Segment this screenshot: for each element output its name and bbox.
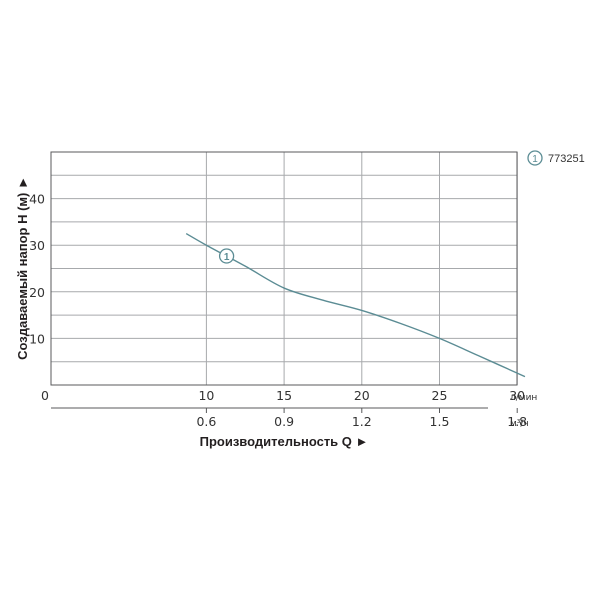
x-tick-label: 25 [432, 388, 448, 403]
grid [51, 152, 518, 385]
y-axis: 10 20 30 40 [29, 192, 45, 347]
y-tick-label: 20 [29, 285, 45, 300]
x-unit-primary: л/мин [510, 393, 537, 403]
x-tick-label: 10 [198, 388, 214, 403]
x-axis-primary: 0 10 15 20 25 30 [41, 388, 525, 403]
y-tick-label: 10 [29, 331, 45, 346]
x2-tick-label: 0.6 [196, 414, 216, 429]
x2-tick-label: 1.8 [507, 414, 527, 429]
x-axis-secondary: 0.6 0.9 1.2 1.5 1.8 [196, 408, 527, 429]
y-tick-label: 40 [29, 192, 45, 207]
curve-line [185, 232, 526, 378]
curve-marker-label: 1 [224, 252, 230, 263]
x2-tick-label: 1.5 [430, 414, 450, 429]
series-773251: 1 [185, 232, 526, 378]
x-tick-label: 0 [41, 388, 49, 403]
plot-frame [50, 151, 518, 386]
y-axis-title: Создаваемый напор H (м) ► [15, 176, 30, 360]
curve-marker [218, 248, 235, 264]
x-unit-secondary: м³/ч [510, 419, 529, 429]
x-axis-title: Производительность Q ► [200, 434, 369, 449]
x2-tick-label: 0.9 [274, 414, 294, 429]
legend-marker-1 [527, 150, 543, 166]
x-tick-label: 15 [276, 388, 292, 403]
y-tick-label: 30 [29, 238, 45, 253]
x-tick-label: 20 [354, 388, 370, 403]
x2-tick-label: 1.2 [352, 414, 372, 429]
legend-marker-label: 1 [532, 154, 538, 165]
x-tick-label: 30 [509, 388, 525, 403]
legend-item-773251: 773251 [548, 153, 585, 165]
legend: 1 773251 [527, 150, 585, 166]
